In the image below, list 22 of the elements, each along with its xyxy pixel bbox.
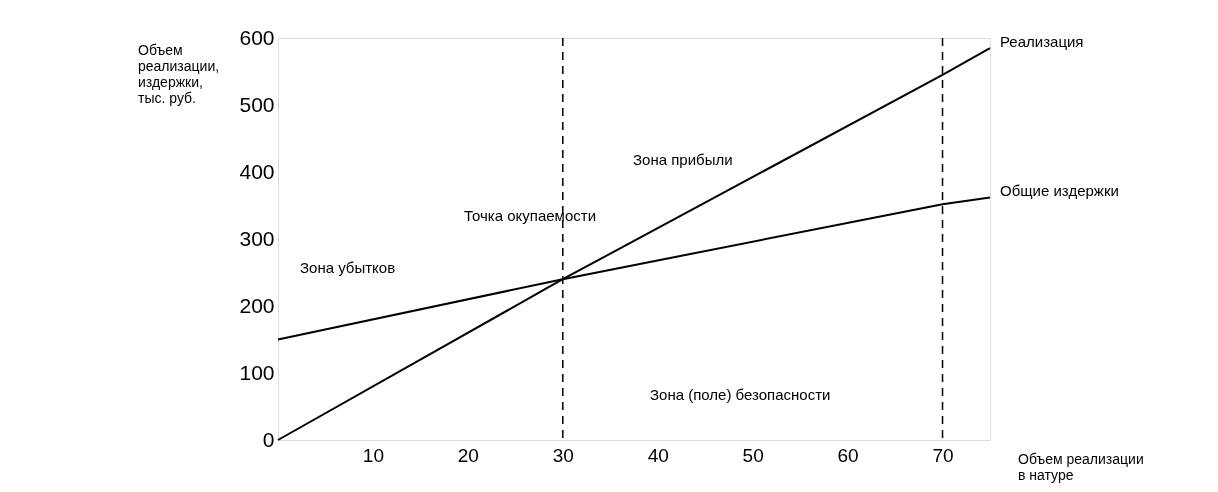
x-tick-label: 20 (457, 444, 479, 466)
y-tick-label: 100 (239, 360, 275, 384)
x-tick-label: 40 (647, 444, 669, 466)
annotation: Зона (поле) безопасности (650, 386, 831, 403)
x-axis-title: Объем реализации в натуре (1018, 451, 1144, 483)
series-label: Реализация (1000, 33, 1084, 51)
annotation: Зона прибыли (633, 151, 733, 168)
y-tick-label: 600 (239, 25, 275, 49)
y-axis-title: Объем реализации, издержки, тыс. руб. (138, 42, 220, 106)
y-tick-label: 200 (239, 293, 275, 317)
x-tick-label: 70 (932, 444, 954, 466)
y-tick-label: 0 (262, 427, 275, 451)
x-tick-label: 30 (552, 444, 574, 466)
y-tick-label: 500 (239, 92, 275, 116)
annotation: Точка окупаемости (464, 207, 597, 224)
series-label: Общие издержки (1000, 182, 1119, 200)
x-tick-label: 60 (837, 444, 859, 466)
y-tick-label: 400 (239, 159, 275, 183)
x-tick-label: 10 (362, 444, 384, 466)
y-tick-label: 300 (239, 226, 275, 250)
x-tick-label: 50 (742, 444, 764, 466)
annotation: Зона убытков (300, 259, 396, 276)
